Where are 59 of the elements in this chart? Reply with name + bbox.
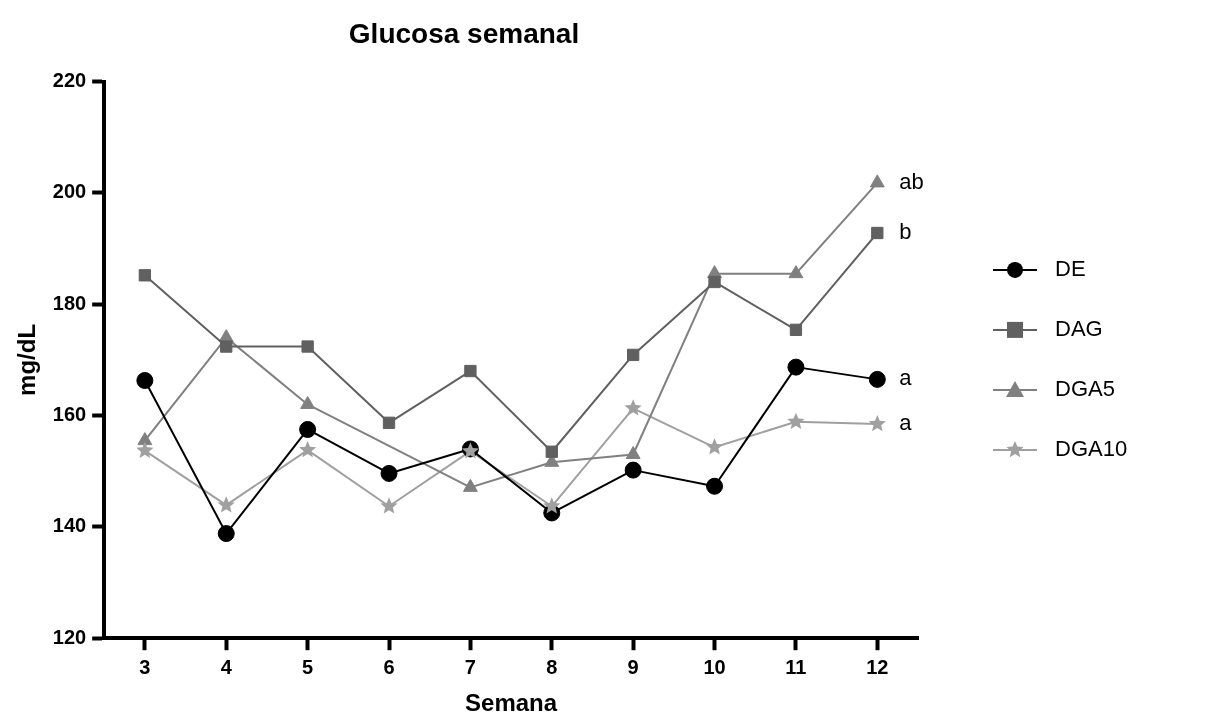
- legend-label: DGA5: [1055, 375, 1115, 401]
- y-tick-label: 160: [52, 403, 87, 426]
- annotation: a: [899, 365, 913, 391]
- point: [217, 496, 235, 513]
- x-tick-label: 6: [383, 655, 395, 678]
- point: [869, 174, 885, 188]
- point: [301, 340, 314, 353]
- annotation: b: [899, 219, 912, 245]
- point: [464, 364, 477, 378]
- annotation: a: [899, 409, 913, 435]
- point: [868, 370, 886, 388]
- legend-label: DAG: [1055, 315, 1103, 341]
- legend-label: DGA10: [1055, 435, 1128, 461]
- point: [625, 446, 641, 460]
- point: [543, 497, 561, 514]
- point: [624, 461, 642, 479]
- point: [382, 416, 396, 429]
- legend-label: DE: [1055, 255, 1086, 281]
- x-tick-label: 3: [139, 655, 151, 678]
- x-tick-label: 5: [302, 655, 314, 678]
- point: [299, 441, 317, 458]
- annotation: ab: [899, 168, 924, 194]
- y-tick-label: 180: [52, 291, 87, 314]
- point: [462, 478, 478, 492]
- point: [138, 269, 152, 282]
- y-tick-label: 140: [52, 514, 87, 537]
- point: [136, 371, 154, 389]
- y-tick-label: 220: [52, 69, 87, 92]
- point: [136, 441, 154, 458]
- x-tick-label: 8: [546, 655, 558, 678]
- y-tick-label: 200: [52, 180, 87, 203]
- x-tick-label: 9: [627, 655, 639, 678]
- x-tick-label: 7: [464, 655, 476, 678]
- y-axis-title: mg/dL: [13, 323, 41, 396]
- point: [300, 395, 316, 409]
- point: [220, 340, 233, 353]
- point: [788, 265, 804, 279]
- x-tick-label: 12: [866, 655, 889, 678]
- x-tick-label: 11: [785, 655, 807, 678]
- point: [706, 477, 724, 495]
- point: [787, 412, 805, 429]
- point: [137, 432, 153, 446]
- x-axis-title: Semana: [465, 689, 558, 717]
- point: [627, 348, 640, 362]
- point: [868, 414, 886, 432]
- x-tick-label: 10: [703, 655, 726, 678]
- point: [787, 358, 805, 376]
- point: [708, 275, 721, 289]
- point: [380, 464, 398, 482]
- x-tick-label: 4: [220, 655, 233, 678]
- point: [545, 445, 558, 458]
- point: [380, 497, 398, 514]
- y-tick-label: 120: [52, 625, 87, 648]
- point: [299, 420, 317, 438]
- point: [789, 323, 803, 336]
- point: [217, 525, 235, 543]
- chart-title: Glucosa semanal: [348, 17, 580, 49]
- point: [871, 226, 884, 240]
- point: [624, 399, 642, 416]
